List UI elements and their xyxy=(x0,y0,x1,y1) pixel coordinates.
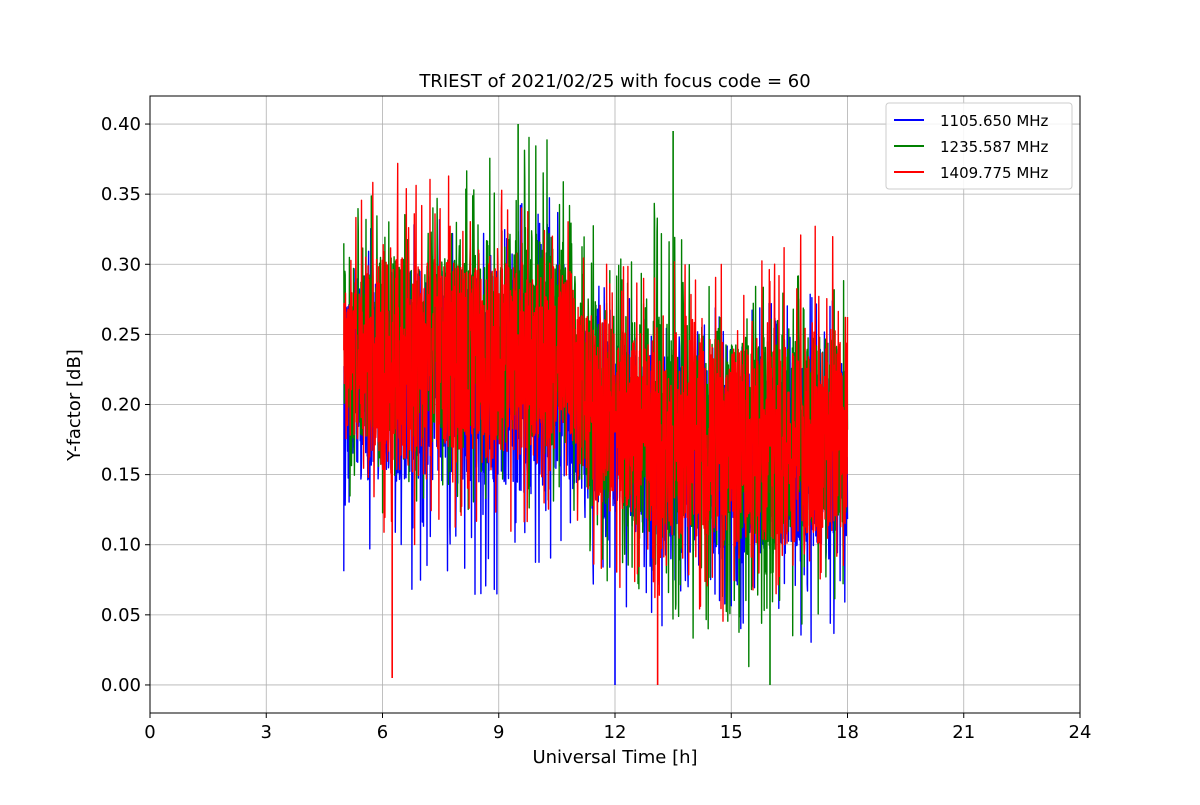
x-tick-label: 24 xyxy=(1069,722,1092,743)
x-tick-label: 6 xyxy=(377,722,388,743)
x-tick-label: 0 xyxy=(144,722,155,743)
y-tick-label: 0.10 xyxy=(101,535,141,556)
x-axis-label: Universal Time [h] xyxy=(532,747,697,768)
x-tick-label: 3 xyxy=(261,722,272,743)
x-tick-label: 18 xyxy=(836,722,859,743)
y-tick-label: 0.05 xyxy=(101,605,141,626)
x-tick-label: 21 xyxy=(952,722,975,743)
y-tick-label: 0.35 xyxy=(101,184,141,205)
y-tick-label: 0.15 xyxy=(101,465,141,486)
y-tick-label: 0.30 xyxy=(101,254,141,275)
y-tick-label: 0.20 xyxy=(101,395,141,416)
legend-frame xyxy=(885,102,1073,190)
x-tick-label: 9 xyxy=(493,722,504,743)
y-axis-label: Y-factor [dB] xyxy=(64,349,85,462)
y-tick-label: 0.40 xyxy=(101,114,141,135)
y-tick-label: 0.00 xyxy=(101,675,141,696)
x-tick-label: 15 xyxy=(720,722,743,743)
legend-label: 1409.775 MHz xyxy=(940,164,1049,182)
series-line xyxy=(343,162,849,622)
legend-label: 1235.587 MHz xyxy=(940,138,1049,156)
plot-area xyxy=(343,124,849,685)
y-axis: 0.00 0.05 0.10 0.15 0.20 0.25 0.30 0.35 0.40 xyxy=(101,114,150,696)
chart-title: TRIEST of 2021/02/25 with focus code = 6… xyxy=(418,71,810,92)
legend: 1105.650 MHz 1235.587 MHz 1409.775 MHz xyxy=(885,102,1073,190)
x-tick-label: 12 xyxy=(604,722,627,743)
x-axis: 0 3 6 9 12 15 18 21 24 xyxy=(144,713,1091,743)
legend-label: 1105.650 MHz xyxy=(940,112,1049,130)
y-tick-label: 0.25 xyxy=(101,324,141,345)
